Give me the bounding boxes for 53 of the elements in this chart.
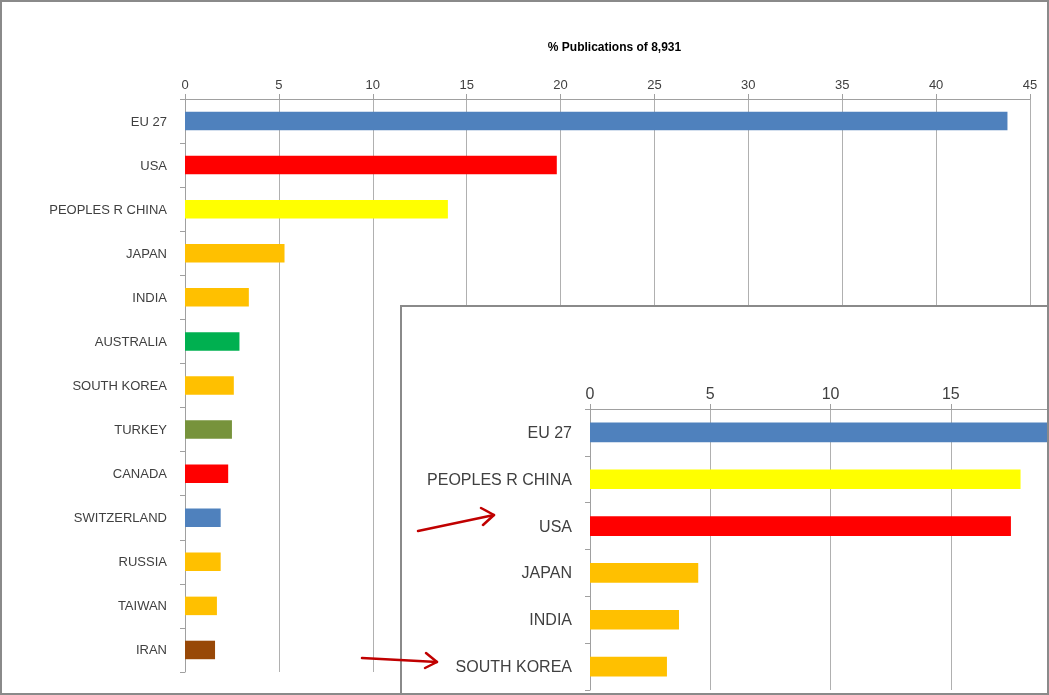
bar [185, 199, 448, 219]
y-tick-label: INDIA [529, 611, 573, 629]
x-tick-label: 45 [1022, 77, 1038, 92]
y-tick-label: IRAN [135, 642, 167, 658]
y-tick-label: USA [140, 157, 168, 173]
bar [185, 332, 240, 351]
chart-title: % Publications of 8,931 [547, 40, 682, 54]
y-tick-label: JAPAN [126, 245, 167, 261]
bar [185, 420, 232, 439]
x-tick-label: 5 [275, 77, 283, 92]
y-tick-label: INDIA [132, 289, 168, 305]
bar [185, 552, 221, 572]
y-tick-label: TURKEY [114, 422, 168, 438]
y-tick-label: EU 27 [130, 113, 167, 129]
bar [185, 288, 249, 307]
y-tick-label: PEOPLES R CHINA [49, 201, 168, 217]
bar [185, 244, 285, 263]
x-tick-label: 25 [647, 77, 662, 92]
y-tick-label: SOUTH KOREA [455, 658, 573, 676]
bar [590, 516, 1011, 536]
bar [185, 155, 557, 175]
y-tick-label: AUSTRALIA [94, 333, 168, 349]
y-tick-label: TAIWAN [117, 598, 167, 614]
x-tick-label: 10 [821, 384, 840, 402]
x-tick-label: 40 [928, 77, 944, 92]
bar [185, 111, 1008, 131]
y-tick-label: SWITZERLAND [73, 510, 167, 526]
x-tick-label: 20 [553, 77, 568, 92]
bar [185, 376, 234, 395]
y-tick-label: PEOPLES R CHINA [427, 470, 573, 488]
bar [185, 596, 217, 616]
bar [590, 609, 679, 630]
x-tick-label: 15 [459, 77, 474, 92]
bar [185, 508, 221, 527]
x-tick-label: 0 [585, 384, 595, 402]
bar [185, 640, 216, 660]
y-tick-label: SOUTH KOREA [72, 378, 168, 393]
y-tick-label: EU 27 [527, 423, 573, 441]
x-tick-label: 10 [365, 77, 381, 92]
bar [590, 563, 699, 583]
x-tick-label: 5 [705, 384, 715, 402]
bar [590, 656, 667, 677]
y-tick-label: JAPAN [521, 564, 572, 582]
y-tick-label: CANADA [112, 466, 168, 482]
bar [185, 464, 229, 483]
x-tick-label: 30 [741, 77, 756, 92]
x-tick-label: 0 [181, 77, 189, 92]
bar [590, 422, 1047, 443]
y-tick-label: RUSSIA [118, 554, 168, 570]
y-tick-label: USA [539, 517, 573, 535]
x-tick-label: 15 [941, 384, 960, 402]
bar [590, 469, 1021, 490]
x-tick-label: 35 [834, 77, 850, 92]
